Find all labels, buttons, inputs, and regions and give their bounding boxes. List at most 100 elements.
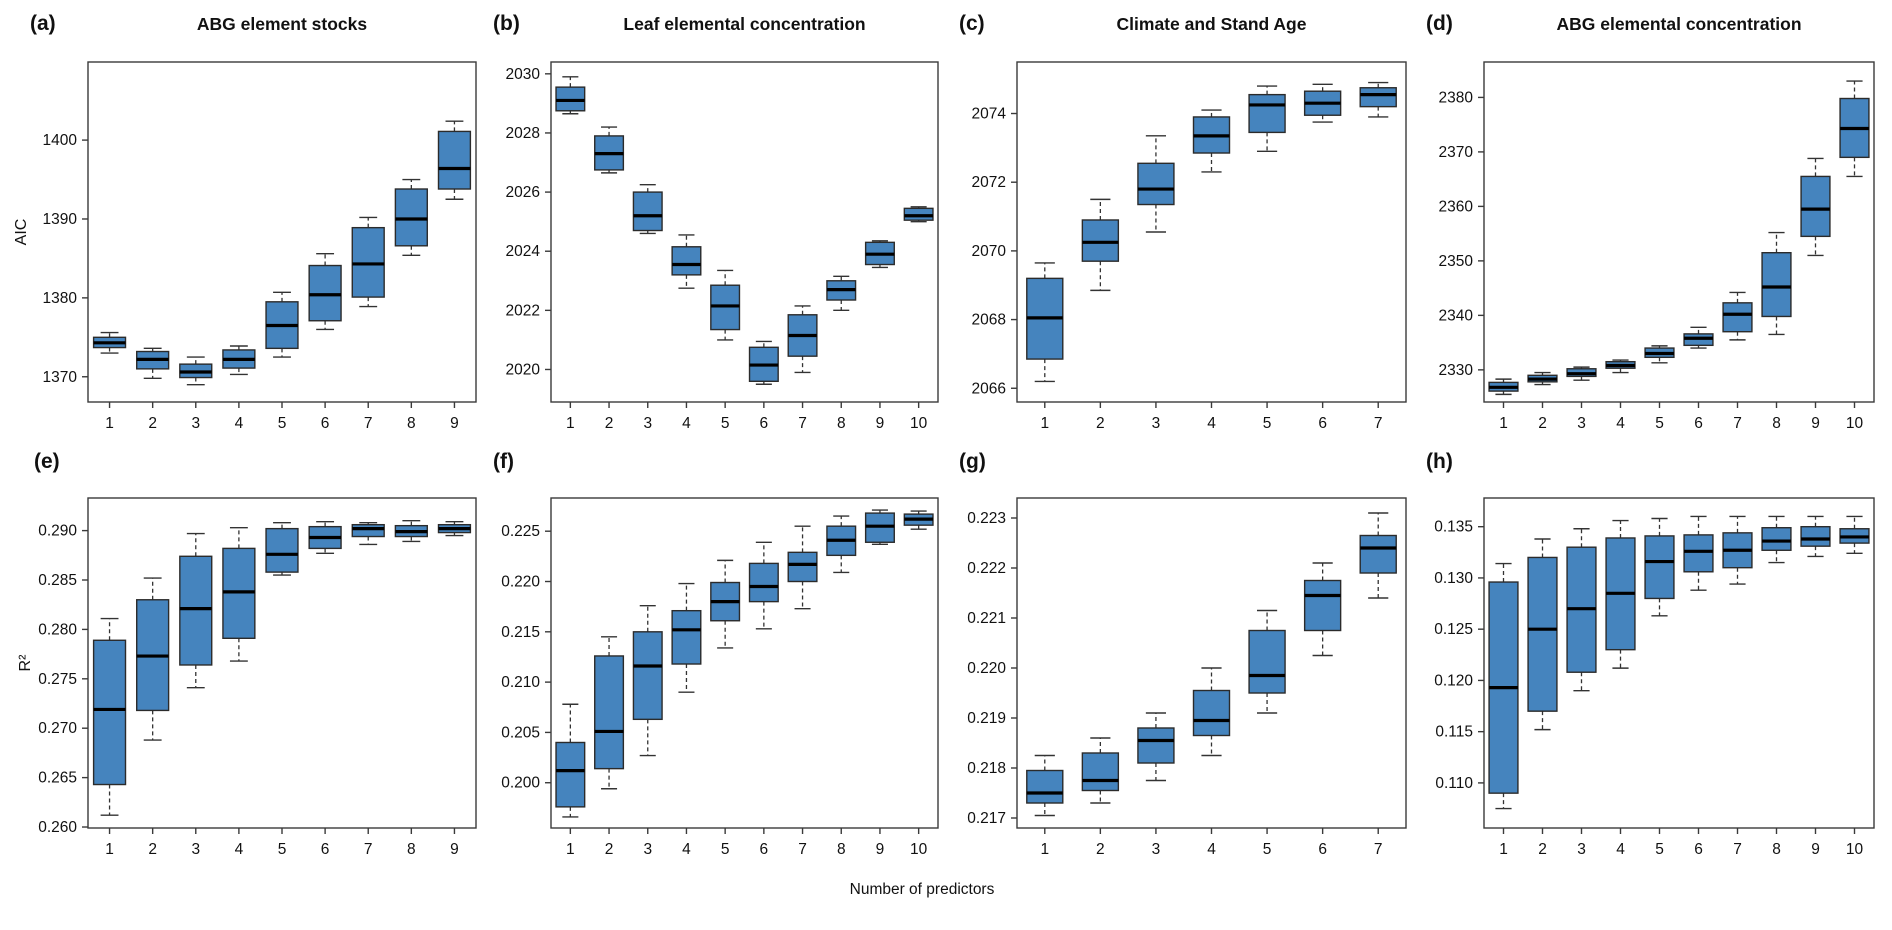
x-tick-label-e: 7 [364,841,373,858]
x-tick-label-c: 2 [1096,415,1105,432]
x-tick-label-b: 10 [910,415,928,432]
y-tick-label-g: 0.220 [967,660,1006,677]
panel-plot-e: 0.260 0.265 0.270 0.275 0.280 0.285 0.290 1 2 3 4 5… [38,497,477,858]
x-tick-label-a: 9 [450,415,459,432]
y-tick-label-f: 0.200 [501,775,540,792]
box-d-9 [1800,157,1831,257]
box-a-7 [351,216,385,308]
box-e-8 [394,520,428,543]
iqr-box [1137,727,1175,764]
panel-letter-d: (d) [1426,12,1453,35]
y-axis-label-aic: AIC [13,218,30,246]
box-f-5 [710,559,741,649]
box-h-1 [1488,562,1519,810]
x-tick-label-h: 5 [1655,841,1664,858]
x-tick-label-f: 8 [837,841,846,858]
x-tick-label-d: 6 [1694,415,1703,432]
x-tick-label-e: 5 [278,841,287,858]
iqr-box [1026,769,1064,804]
x-tick-label-d: 1 [1499,415,1508,432]
box-h-5 [1644,517,1675,617]
box-e-6 [308,521,342,555]
y-tick-label-a: 1390 [43,211,78,228]
panel-letter-f: (f) [493,450,514,473]
x-tick-label-d: 5 [1655,415,1664,432]
panel-plot-d: 2330 2340 2350 2360 2370 2380 1 2 3 4 5 6 7 8 9 10 [1439,61,1875,432]
iqr-box [1359,534,1397,574]
x-tick-label-e: 8 [407,841,416,858]
plot-frame-g [1016,497,1407,829]
x-tick-label-g: 5 [1263,841,1272,858]
box-f-10 [903,510,934,530]
x-tick-label-d: 8 [1772,415,1781,432]
panel-letter-g: (g) [959,450,986,473]
box-d-3 [1566,366,1597,381]
box-h-10 [1839,515,1870,555]
y-tick-label-b: 2026 [506,184,540,201]
iqr-box [1761,252,1792,318]
x-tick-label-f: 6 [760,841,769,858]
y-tick-label-d: 2350 [1439,253,1474,270]
iqr-box [179,555,213,666]
y-tick-label-d: 2330 [1439,362,1474,379]
box-e-1 [92,617,127,816]
iqr-box [1527,556,1558,712]
box-b-10 [903,206,934,223]
iqr-box [1800,175,1831,238]
iqr-box [1081,219,1120,262]
plot-frame-f [550,497,939,829]
iqr-box [265,527,299,573]
x-tick-label-f: 10 [910,841,928,858]
panel-title-c: Climate and Stand Age [1116,14,1307,34]
y-tick-label-f: 0.225 [501,523,540,540]
panel-plot-h: 0.110 0.115 0.120 0.125 0.130 0.135 1 2 3 4 5 6 7 8 9 1… [1434,497,1875,858]
x-tick-label-e: 9 [450,841,459,858]
box-c-6 [1303,83,1342,123]
iqr-box [555,741,586,808]
x-tick-label-h: 3 [1577,841,1586,858]
y-tick-label-d: 2370 [1439,144,1474,161]
x-tick-label-h: 8 [1772,841,1781,858]
iqr-box [1644,535,1675,600]
box-d-4 [1605,359,1636,374]
x-tick-label-h: 10 [1846,841,1864,858]
x-tick-label-b: 2 [605,415,614,432]
x-tick-label-g: 4 [1207,841,1216,858]
x-tick-label-d: 10 [1846,415,1864,432]
box-h-3 [1566,528,1597,692]
box-b-8 [826,275,857,312]
box-e-4 [222,526,256,662]
x-tick-label-d: 3 [1577,415,1586,432]
x-tick-label-b: 3 [643,415,652,432]
box-h-9 [1800,515,1831,558]
panel-plot-b: 2020 2022 2024 2026 2028 2030 1 2 3 4 5 6 7 8 9 10 [506,61,939,432]
box-a-5 [265,291,299,358]
y-tick-label-h: 0.110 [1435,775,1473,792]
x-tick-label-h: 1 [1499,841,1508,858]
panel-letter-e: (e) [34,450,60,473]
y-tick-label-g: 0.218 [967,760,1006,777]
box-f-3 [632,604,663,757]
x-tick-label-h: 6 [1694,841,1703,858]
box-a-1 [92,331,127,354]
y-tick-label-g: 0.219 [967,710,1006,727]
y-tick-label-a: 1400 [43,132,78,149]
x-tick-label-b: 6 [760,415,769,432]
box-f-9 [864,509,895,545]
y-tick-label-g: 0.221 [967,610,1006,627]
y-tick-label-d: 2360 [1439,198,1474,215]
box-a-2 [136,347,170,380]
x-tick-label-e: 3 [191,841,200,858]
box-b-9 [864,240,895,269]
box-f-6 [748,541,779,630]
x-tick-label-a: 7 [364,415,373,432]
y-tick-label-a: 1370 [43,369,78,386]
x-tick-label-b: 9 [876,415,885,432]
box-e-2 [136,577,170,741]
iqr-box [748,562,779,603]
iqr-box [671,609,702,665]
y-tick-label-e: 0.275 [38,671,77,688]
panel-letter-h: (h) [1426,450,1453,473]
y-tick-label-d: 2340 [1439,307,1474,324]
